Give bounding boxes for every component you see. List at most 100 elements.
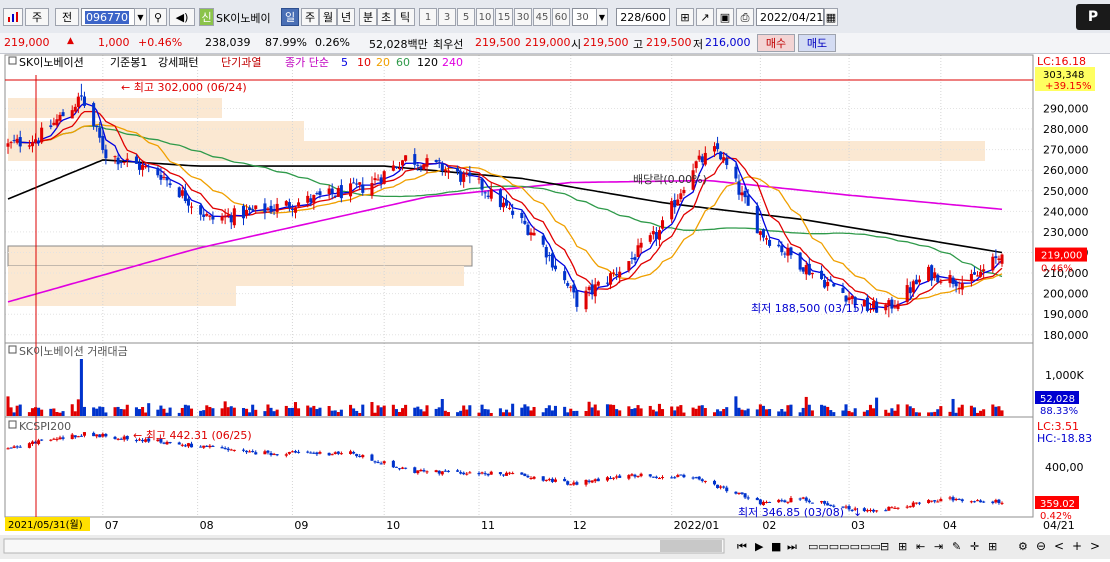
volume-bar (202, 410, 206, 416)
volume-bar (572, 410, 576, 416)
volume-bar (630, 409, 634, 416)
scale-icon[interactable]: ⇤ (916, 540, 925, 553)
stop-icon[interactable]: ■ (771, 540, 781, 553)
chart-type-menu[interactable] (3, 8, 23, 26)
candle-body (226, 214, 230, 217)
period-month-button[interactable]: 월 (319, 8, 337, 26)
zoom-out-icon[interactable]: ⊟ (880, 540, 889, 553)
volume-bar (315, 409, 319, 416)
minus-icon[interactable]: ⊖ (1036, 539, 1046, 553)
volume-bar (991, 404, 995, 416)
period-day-button[interactable]: 일 (281, 8, 299, 26)
volume-bar (413, 407, 417, 416)
stock-chart[interactable]: SK이노베이션 기준봉1 강세패턴 단기과열 종가 단순 5 10 20 60 … (0, 53, 1110, 559)
turnover-rate: 0.26% (315, 36, 350, 49)
legend-stock-name: SK이노베이션 (19, 56, 84, 69)
volume-bar (165, 412, 169, 416)
index-panel-frame (4, 416, 1034, 518)
volume-bar (459, 410, 463, 416)
save-button[interactable]: ▣ (716, 8, 734, 26)
interval-30-button[interactable]: 30 (514, 8, 532, 26)
scrollbar-thumb[interactable] (660, 540, 722, 552)
print-button[interactable]: ⎙ (736, 8, 754, 26)
index-candle (352, 452, 356, 454)
period-week-button[interactable]: 주 (301, 8, 319, 26)
period-select[interactable]: 주 (25, 8, 49, 26)
price-y-tick: 280,000 (1043, 123, 1089, 136)
index-candle (982, 501, 986, 503)
volume-bar (676, 406, 680, 416)
interval-dropdown[interactable]: ▼ (596, 8, 608, 26)
trend-button[interactable]: ↗ (696, 8, 714, 26)
volume-bar (434, 408, 438, 416)
fit-icon[interactable]: ⇥ (934, 540, 943, 553)
indicator-button[interactable]: ⊞ (676, 8, 694, 26)
volume-bar (587, 401, 591, 416)
stock-code-input[interactable]: 096770 (81, 8, 147, 26)
interval-15-button[interactable]: 15 (495, 8, 513, 26)
volume-bar (6, 396, 10, 416)
code-dropdown[interactable]: ▼ (134, 8, 147, 26)
interval-3-button[interactable]: 3 (438, 8, 456, 26)
candle-body (914, 279, 918, 285)
candle-body (30, 142, 34, 147)
chevron-left-icon[interactable]: < (1054, 539, 1064, 553)
volume-bar (761, 405, 765, 416)
interval-1-button[interactable]: 1 (419, 8, 437, 26)
volume-bar (844, 404, 848, 416)
index-candle (361, 455, 365, 458)
volume-bar (1000, 410, 1004, 416)
p-button[interactable]: P (1076, 4, 1110, 30)
candle-body (27, 145, 31, 147)
sell-button[interactable]: 매도 (798, 34, 836, 52)
price-y-tick: 230,000 (1043, 226, 1089, 239)
interval-45-button[interactable]: 45 (533, 8, 551, 26)
candle-body (694, 161, 698, 169)
candle-body (290, 209, 294, 211)
calendar-button[interactable]: ▦ (824, 8, 838, 26)
candle-body (404, 155, 408, 161)
sound-button[interactable]: ◀) (169, 8, 195, 26)
volume-bar (575, 410, 579, 416)
scroll-first-icon[interactable]: ⏮ (737, 540, 747, 553)
candle-body (272, 209, 276, 211)
volume-bar (486, 409, 490, 416)
signal-badge[interactable]: 신 (199, 8, 214, 26)
index-candle (205, 445, 209, 447)
volume-bar (480, 404, 484, 416)
volume-bar (443, 410, 447, 416)
chevron-down-icon: ▼ (598, 13, 606, 22)
interval-60-button[interactable]: 60 (552, 8, 570, 26)
index-candle (382, 461, 386, 464)
search-button[interactable]: ⚲ (149, 8, 167, 26)
plus-icon[interactable]: + (1072, 539, 1082, 553)
period-second-button[interactable]: 초 (377, 8, 395, 26)
period-tick-button[interactable]: 틱 (395, 8, 415, 26)
index-candle (563, 478, 567, 482)
data-count-field[interactable]: 228/600 (616, 8, 670, 26)
play-icon[interactable]: ▶ (755, 540, 764, 553)
draw-icon[interactable]: ✎ (952, 540, 961, 553)
interval-5-button[interactable]: 5 (457, 8, 475, 26)
zoom-in-icon[interactable]: ⊞ (898, 540, 907, 553)
chart-scrollbar[interactable] (3, 538, 725, 554)
index-cur-pct: 0.42% (1040, 511, 1072, 522)
interval-10-button[interactable]: 10 (476, 8, 494, 26)
scroll-last-icon[interactable]: ⏭ (787, 540, 797, 553)
index-candle (853, 508, 857, 510)
volume-bar (113, 407, 117, 416)
zoom-slider-icon[interactable]: ▭▭▭▭▭▭▭ (808, 540, 881, 553)
open-label: 시 (571, 38, 582, 51)
period-minute-button[interactable]: 분 (359, 8, 377, 26)
candle-body (826, 281, 830, 287)
grid-icon[interactable]: ⊞ (988, 540, 997, 553)
candle-body (61, 112, 65, 117)
prev-button[interactable]: 전 (55, 8, 79, 26)
crosshair-icon[interactable]: ✛ (970, 540, 979, 553)
chevron-right-icon[interactable]: > (1090, 539, 1100, 553)
period-year-button[interactable]: 년 (337, 8, 355, 26)
settings-icon[interactable]: ⚙ (1018, 540, 1028, 553)
volume-bar (804, 396, 808, 416)
buy-button[interactable]: 매수 (757, 34, 795, 52)
date-field[interactable]: 2022/04/21 (756, 8, 824, 26)
